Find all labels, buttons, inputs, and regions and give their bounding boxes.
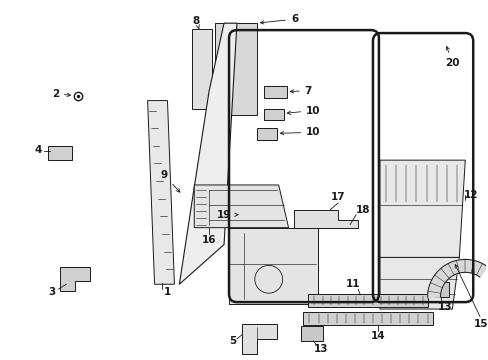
Text: 1: 1 <box>163 287 171 297</box>
Text: 18: 18 <box>355 205 369 215</box>
Polygon shape <box>215 23 256 116</box>
Bar <box>219 33 251 45</box>
Polygon shape <box>242 324 276 354</box>
Polygon shape <box>147 100 174 284</box>
Polygon shape <box>434 282 448 297</box>
Bar <box>195 38 209 50</box>
Polygon shape <box>308 294 427 307</box>
Bar <box>219 103 251 114</box>
Polygon shape <box>379 160 464 257</box>
Text: 2: 2 <box>52 89 70 99</box>
Text: 20: 20 <box>444 46 459 68</box>
Bar <box>219 87 251 99</box>
Polygon shape <box>263 86 286 98</box>
Bar <box>219 69 251 81</box>
Polygon shape <box>194 185 288 228</box>
Polygon shape <box>48 146 72 160</box>
Bar <box>195 71 209 83</box>
Text: 14: 14 <box>370 331 385 341</box>
Text: 15: 15 <box>473 319 488 329</box>
Polygon shape <box>263 108 283 121</box>
Text: 6: 6 <box>260 14 298 24</box>
Text: 11: 11 <box>345 279 360 289</box>
Text: 16: 16 <box>202 235 216 244</box>
Polygon shape <box>293 210 357 228</box>
Text: 4: 4 <box>35 145 42 155</box>
Text: 9: 9 <box>161 170 180 192</box>
Polygon shape <box>379 257 458 309</box>
Polygon shape <box>228 228 318 304</box>
Text: 13: 13 <box>437 302 452 312</box>
Text: 5: 5 <box>229 336 236 346</box>
Polygon shape <box>192 29 212 108</box>
Bar <box>195 87 209 99</box>
Polygon shape <box>427 260 487 297</box>
Text: 10: 10 <box>280 127 320 138</box>
Text: 12: 12 <box>463 190 478 200</box>
Bar <box>195 55 209 67</box>
Text: 17: 17 <box>330 192 345 202</box>
Text: 10: 10 <box>287 105 320 116</box>
Polygon shape <box>301 326 323 341</box>
Text: 3: 3 <box>49 287 56 297</box>
Polygon shape <box>256 129 276 140</box>
Polygon shape <box>60 267 90 291</box>
Text: 8: 8 <box>192 16 200 29</box>
Polygon shape <box>179 23 237 284</box>
Polygon shape <box>303 312 432 325</box>
Bar <box>219 51 251 63</box>
Text: 13: 13 <box>313 344 328 354</box>
Text: 7: 7 <box>290 86 311 96</box>
Text: 19: 19 <box>216 210 238 220</box>
